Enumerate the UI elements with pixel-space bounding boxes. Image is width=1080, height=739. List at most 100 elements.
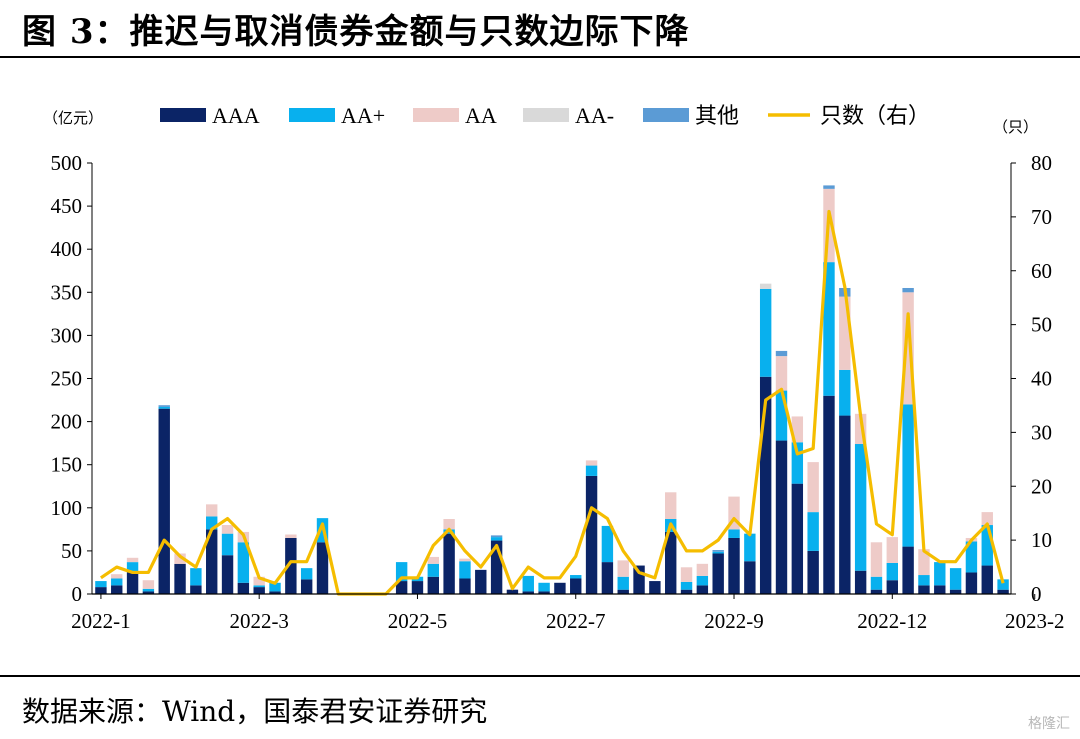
x-tick-label: 2022-7	[546, 609, 606, 633]
right-tick-label: 80	[1031, 151, 1052, 175]
bar-segment	[206, 516, 218, 530]
bar-segment	[253, 587, 265, 594]
bar-segment	[918, 585, 930, 594]
bar-segment	[585, 460, 598, 466]
bar-segment	[538, 582, 550, 592]
bar-segment	[459, 558, 471, 562]
bar-segment	[190, 585, 202, 594]
bar-segment	[253, 576, 265, 586]
bar-segment	[997, 589, 1009, 594]
bar-segment	[759, 283, 772, 289]
bar-segment	[269, 582, 281, 592]
bar-segment	[459, 561, 471, 579]
legend-swatch	[289, 108, 335, 122]
bar-segment	[854, 413, 867, 445]
bar-segment	[918, 575, 930, 586]
bar-segment	[791, 442, 804, 484]
bar-segment	[712, 550, 724, 552]
bar-segment	[886, 537, 898, 563]
right-y-axis: 0 10 20 30 40 50 60 70 80	[1010, 151, 1052, 606]
legend-label: 其他	[695, 103, 739, 128]
left-tick-label: 100	[51, 496, 83, 520]
legend: AAA AA+ AA AA- 其他 只数（右）	[160, 103, 930, 128]
bar-segment	[807, 462, 819, 513]
bar-segment	[712, 553, 724, 594]
bar-segment	[696, 585, 709, 594]
bar-segment	[427, 556, 439, 564]
legend-label: AA	[465, 103, 497, 128]
bar-segment	[854, 570, 867, 594]
legend-label: AAA	[212, 103, 260, 128]
bar-segment	[95, 581, 107, 588]
right-tick-label: 0	[1031, 582, 1042, 606]
bar-segment	[174, 553, 186, 564]
bar-segment	[744, 533, 756, 562]
x-axis: 2022-1 2022-3 2022-5 2022-7 2022-9 2022-12 202…	[71, 593, 1064, 633]
left-tick-label: 0	[72, 582, 83, 606]
bar-segment	[237, 542, 250, 583]
bar-segment	[617, 589, 629, 594]
left-y-axis: 0 50 100 150 200 250 300 350 400 450 500	[51, 151, 93, 606]
bar-segment	[206, 529, 218, 594]
left-tick-label: 450	[51, 194, 83, 218]
bar-segment	[221, 525, 234, 534]
bar-segment	[111, 578, 123, 586]
bar-segment	[142, 588, 155, 592]
bar-segment	[775, 440, 788, 594]
bar-segment	[665, 531, 677, 594]
bar-segment	[696, 575, 709, 586]
bar-segment	[617, 576, 629, 590]
bar-segment	[934, 562, 946, 586]
left-tick-label: 400	[51, 237, 83, 261]
right-tick-label: 50	[1031, 313, 1052, 337]
legend-label: AA-	[575, 103, 614, 128]
bar-segment	[316, 542, 329, 594]
legend-swatch	[643, 108, 689, 122]
bar-segment	[158, 408, 170, 594]
left-tick-label: 200	[51, 410, 83, 434]
bar-segment	[443, 533, 455, 594]
bar-segment	[823, 395, 835, 594]
legend-label: AA+	[341, 103, 385, 128]
bar-segment	[506, 589, 519, 594]
bar-segment	[490, 535, 503, 538]
bar-segment	[728, 496, 740, 530]
bar-segment	[759, 376, 772, 594]
legend-swatch	[413, 108, 459, 122]
left-tick-label: 250	[51, 367, 83, 391]
bar-segment	[221, 555, 234, 594]
right-tick-label: 60	[1031, 259, 1052, 283]
bar-segment	[585, 465, 598, 476]
bar-segment	[395, 581, 408, 594]
bar-segment	[870, 576, 883, 590]
title-rule	[0, 56, 1080, 58]
bar-segment	[633, 565, 645, 594]
legend-swatch	[523, 108, 569, 122]
bar-segment	[949, 589, 962, 594]
bar-segment	[126, 562, 139, 573]
bar-segment	[759, 288, 772, 377]
bar-segment	[854, 444, 867, 571]
bar-segment	[680, 567, 693, 582]
bar-segment	[981, 565, 993, 594]
bar-segment	[395, 562, 408, 582]
bar-segment	[902, 404, 914, 547]
bar-segment	[981, 525, 993, 566]
x-tick-label: 2022-5	[388, 609, 448, 633]
right-tick-label: 30	[1031, 420, 1052, 444]
watermark: 格隆汇	[1028, 716, 1070, 732]
bar-segment	[823, 262, 835, 396]
bar-segment	[300, 579, 313, 594]
bar-layer	[95, 185, 1009, 594]
legend-swatch	[160, 108, 206, 122]
bar-segment	[886, 562, 898, 581]
left-tick-label: 300	[51, 323, 83, 347]
bar-segment	[585, 475, 598, 594]
bar-segment	[839, 415, 851, 594]
left-tick-label: 50	[61, 539, 82, 563]
x-tick-label: 2022-9	[704, 609, 764, 633]
bar-segment	[221, 533, 234, 556]
bar-segment	[680, 589, 693, 594]
bar-segment	[791, 483, 804, 594]
bar-segment	[997, 579, 1009, 590]
